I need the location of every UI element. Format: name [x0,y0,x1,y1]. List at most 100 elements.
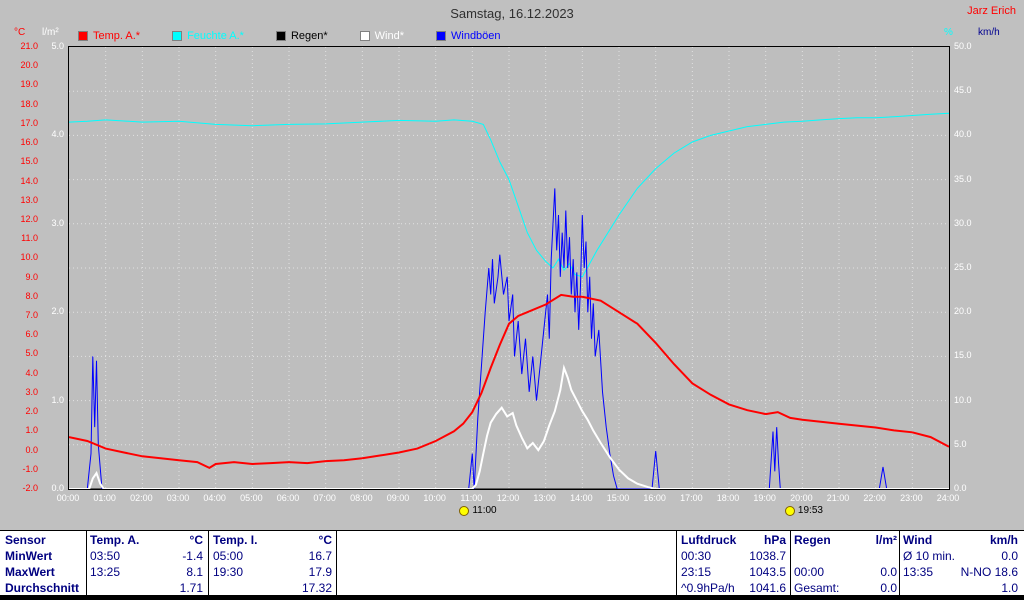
table-divider [899,531,900,596]
y-tick-rain: 4.0 [51,129,64,140]
station-name: Jarz Erich [967,5,1016,17]
table-cell-value: 1043.5 [749,565,786,579]
y-tick-temp: 1.0 [25,425,38,436]
y-tick-temp: 15.0 [20,156,38,167]
y-tick-temp: 3.0 [25,386,38,397]
legend-item-0[interactable]: Temp. A.* [78,30,140,42]
series-feuchte-a- [68,112,950,278]
annotation-time: 11:00 [472,505,497,516]
table-col-unit: l/m² [875,533,897,547]
legend-item-1[interactable]: Feuchte A.* [172,30,244,42]
x-tick: 21:00 [826,493,850,503]
table-cell-value: 0.0 [880,581,897,595]
table-cell-value: 0.0 [1001,549,1018,563]
series-temp-a- [68,293,950,470]
axis-unit-celsius: °C [14,27,26,38]
y-tick-temp: 19.0 [20,79,38,90]
table-divider [790,531,791,596]
legend-item-2[interactable]: Regen* [275,30,328,42]
y-tick-wind: 20.0 [954,306,972,317]
y-tick-rain: 1.0 [51,394,64,405]
y-tick-temp: 18.0 [20,98,38,109]
annotation-1: 19:53 [784,505,823,516]
x-tick: 08:00 [350,493,373,503]
plot-area[interactable] [68,46,950,490]
legend-label: Wind* [374,30,404,42]
legend-item-3[interactable]: Wind* [359,30,404,42]
axis-unit-rain: l/m² [42,27,59,38]
x-tick: 15:00 [606,493,630,503]
x-tick: 07:00 [313,493,336,503]
table-row-label: MinWert [5,549,53,563]
x-tick: 19:00 [753,493,776,503]
y-tick-temp: 11.0 [21,233,38,244]
x-tick: 09:00 [386,493,410,503]
table-cell-value: 16.7 [308,549,332,563]
table-cell-value: 0.0 [880,565,897,579]
table-cell-value: 8.1 [186,565,203,579]
weather-chart [68,47,950,490]
y-tick-temp: 14.0 [20,175,38,186]
table-cell-time: Ø 10 min. [903,549,956,563]
y-tick-temp: -2.0 [22,483,38,493]
y-tick-wind: 40.0 [954,129,972,140]
axis-unit-percent: % [944,27,953,38]
table-cell-time: 03:50 [90,549,121,563]
x-tick: 13:00 [533,493,556,503]
bottom-bar [0,595,1024,600]
y-tick-rain: 3.0 [51,217,64,228]
annotation-time: 19:53 [797,505,823,516]
table-row-label: MaxWert [5,565,55,579]
legend-label: Feuchte A.* [187,30,244,42]
y-tick-rain: 0.0 [51,483,64,493]
y-tick-temp: 16.0 [20,137,38,148]
y-tick-wind: 15.0 [954,350,972,361]
table-row-label: Sensor [5,533,46,547]
table-cell-time: 00:30 [681,549,712,563]
y-tick-temp: 6.0 [25,329,38,340]
legend-label: Windböen [451,30,501,42]
page-title: Samstag, 16.12.2023 [450,6,574,21]
table-cell-time: ^0.9hPa/h [681,581,735,595]
legend-label: Temp. A.* [93,30,141,42]
y-tick-wind: 35.0 [954,173,972,184]
table-cell-time: 13:35 [903,565,934,579]
x-tick: 23:00 [900,493,923,503]
y-tick-wind: 50.0 [954,41,972,51]
legend-swatch-icon [275,31,286,41]
y-tick-temp: 9.0 [25,271,38,282]
table-col-unit: °C [189,533,203,547]
y-tick-temp: 5.0 [25,348,38,359]
y-tick-temp: 4.0 [25,367,38,378]
y-tick-wind: 5.0 [954,438,967,449]
x-tick: 01:00 [93,493,116,503]
chart-legend: Temp. A.* Feuchte A.* Regen* Wind* Windböen [78,30,533,42]
y-tick-wind: 30.0 [954,217,972,228]
table-row-label: Durchschnitt [5,581,80,595]
y-tick-temp: 7.0 [25,310,38,321]
x-tick: 10:00 [423,493,446,503]
y-tick-wind: 45.0 [954,85,972,96]
table-cell-time: 19:30 [213,565,244,579]
table-cell-time: 13:25 [90,565,121,579]
table-divider [208,531,209,596]
series-wind [69,364,949,490]
table-col-unit: hPa [763,533,786,547]
table-cell-value: -1.4 [182,549,203,563]
x-tick: 02:00 [130,493,153,503]
y-tick-rain: 5.0 [51,41,64,51]
table-cell-time: 00:00 [794,565,825,579]
legend-swatch-icon [78,31,88,41]
y-tick-temp: 12.0 [20,213,38,224]
x-tick: 00:00 [56,493,80,503]
legend-swatch-icon [359,31,370,41]
annotation-0: 11:00 [459,505,497,516]
legend-item-4[interactable]: Windböen [436,30,501,42]
x-tick: 12:00 [496,493,520,503]
table-divider [336,531,337,596]
table-col-header: Regen [794,533,831,547]
table-cell-value: 17.32 [301,581,332,595]
y-tick-wind: 25.0 [954,262,972,272]
y-tick-temp: 20.0 [20,60,38,71]
